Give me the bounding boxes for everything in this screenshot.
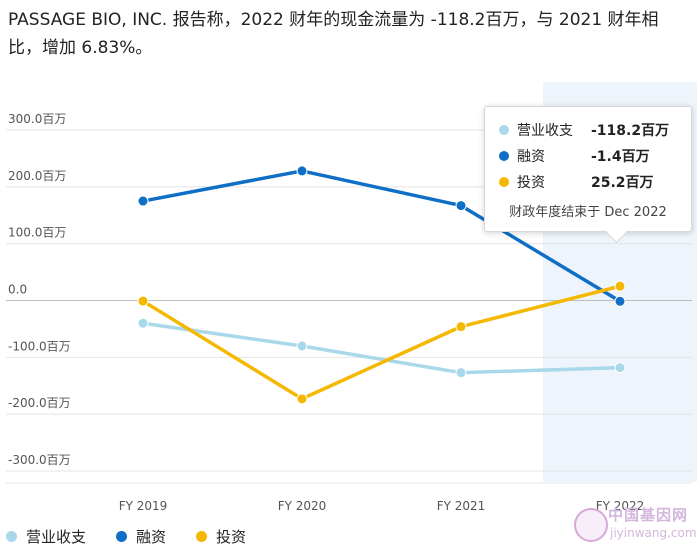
investing-dot-icon [196, 531, 208, 542]
y-tick-label: 200.0百万 [8, 169, 66, 183]
data-point [455, 200, 467, 212]
data-point [614, 280, 626, 292]
dna-logo-icon [574, 508, 608, 542]
tooltip-footer: 财政年度结束于 Dec 2022 [509, 205, 667, 220]
data-point [614, 362, 626, 374]
y-tick-label: 100.0百万 [8, 226, 66, 240]
legend-item-investing[interactable]: 投资 [196, 526, 246, 547]
financing-dot-icon [499, 151, 509, 161]
tooltip-series-value: -118.2百万 [591, 123, 670, 139]
data-point [296, 393, 308, 405]
x-tick-label: FY 2021 [437, 499, 486, 513]
chart-tooltip: 营业收支 -118.2百万 融资 -1.4百万 投资 25.2百万 财政年度结束… [484, 106, 692, 232]
tooltip-row-financing: 融资 -1.4百万 [499, 145, 685, 167]
operating-dot-icon [6, 531, 17, 542]
legend-label: 融资 [136, 528, 167, 546]
tooltip-row-investing: 投资 25.2百万 [499, 171, 685, 193]
tooltip-series-value: 25.2百万 [591, 175, 654, 191]
legend-label: 营业收支 [26, 528, 87, 546]
watermark-en: jiyinwang.com [610, 526, 697, 540]
data-point [296, 340, 308, 352]
data-point [137, 317, 149, 329]
y-tick-label: -100.0百万 [8, 339, 71, 353]
tooltip-row-operating: 营业收支 -118.2百万 [499, 119, 685, 141]
data-point [455, 321, 467, 333]
data-point [137, 295, 149, 307]
watermark-logo: 中国基因网 jiyinwang.com [574, 502, 700, 548]
x-tick-label: FY 2020 [278, 499, 327, 513]
chart-headline: PASSAGE BIO, INC. 报告称，2022 财年的现金流量为 -118… [8, 10, 659, 58]
series-line [142, 321, 621, 375]
y-tick-label: -300.0百万 [8, 453, 71, 467]
chart-legend: 营业收支 融资 投资 [6, 526, 276, 547]
series-line [142, 284, 621, 401]
legend-item-operating[interactable]: 营业收支 [6, 526, 86, 547]
tooltip-series-value: -1.4百万 [591, 149, 650, 165]
investing-dot-icon [499, 177, 509, 187]
legend-label: 投资 [216, 528, 247, 546]
y-tick-label: 300.0百万 [8, 112, 66, 126]
tooltip-series-name: 融资 [517, 149, 545, 165]
y-tick-label: -200.0百万 [8, 396, 71, 410]
data-point [137, 195, 149, 207]
operating-dot-icon [499, 125, 509, 135]
data-point [614, 295, 626, 307]
x-tick-label: FY 2022 [596, 499, 645, 513]
tooltip-series-name: 投资 [517, 175, 545, 191]
watermark-cn: 中国基因网 [608, 506, 689, 524]
y-tick-label: 0.0 [8, 283, 27, 297]
data-point [296, 165, 308, 177]
data-point [455, 367, 467, 379]
financing-dot-icon [116, 531, 128, 542]
series-line [142, 169, 621, 303]
tooltip-series-name: 营业收支 [517, 123, 573, 139]
x-tick-label: FY 2019 [119, 499, 168, 513]
legend-item-financing[interactable]: 融资 [116, 526, 166, 547]
